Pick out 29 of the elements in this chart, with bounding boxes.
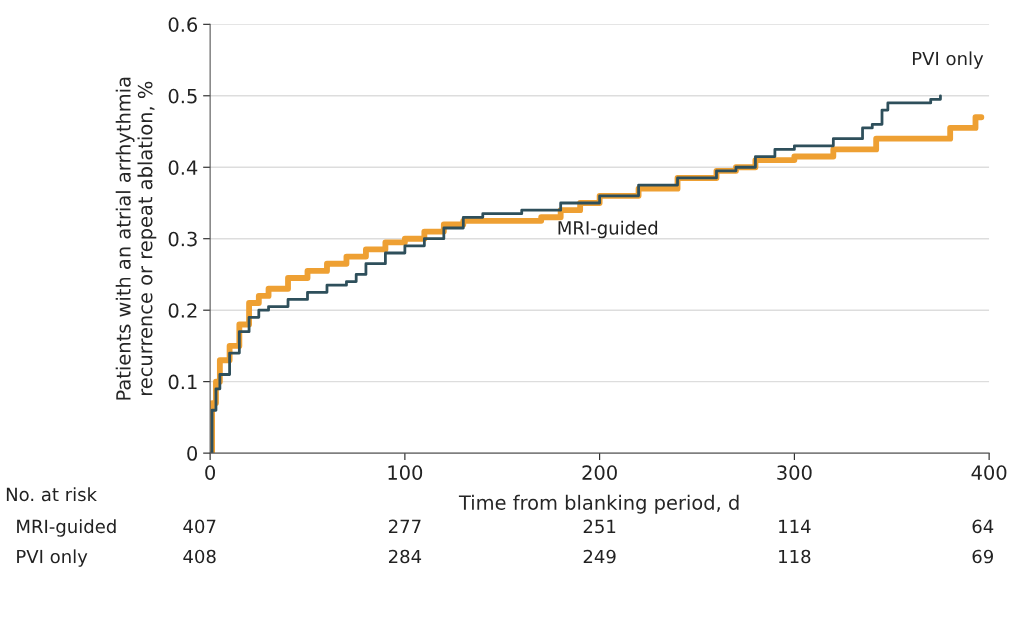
x-tick-label: 200 [582, 465, 617, 480]
text: 251 [583, 519, 616, 534]
x-tick-label: 300 [777, 465, 812, 480]
y-tick-label: 0.1 [168, 374, 197, 390]
text: 284 [388, 549, 422, 564]
y-tick-label: 0.3 [168, 231, 197, 247]
y-axis-title: Patients with an atrial arrhythmia recurrence or repeat ablation, % [115, 77, 157, 400]
x-tick-label: 400 [971, 465, 1007, 480]
text: 277 [388, 519, 421, 533]
text: 69 [972, 549, 993, 564]
text: 249 [583, 549, 616, 564]
y-tick-label: 0.5 [168, 88, 197, 104]
text: 64 [972, 519, 994, 534]
text: 408 [183, 549, 216, 564]
x-tick-label: 0 [205, 465, 216, 480]
y-tick-label: 0.2 [168, 303, 197, 318]
text: 118 [779, 549, 811, 564]
text: MRI-guided [17, 519, 116, 537]
y-tick-label: 0 [187, 446, 198, 461]
y-tick-label: 0.6 [168, 17, 198, 32]
x-axis-title: Time from blanking period, d [458, 494, 739, 514]
text: No. at risk [6, 487, 97, 502]
series-label: PVI only [913, 51, 984, 69]
text: PVI only [17, 549, 88, 567]
text: 407 [183, 519, 216, 534]
series-label: MRI-guided [558, 220, 658, 239]
x-tick-label: 100 [388, 465, 423, 480]
y-tick-label: 0.4 [168, 160, 198, 175]
text: 114 [779, 519, 811, 533]
